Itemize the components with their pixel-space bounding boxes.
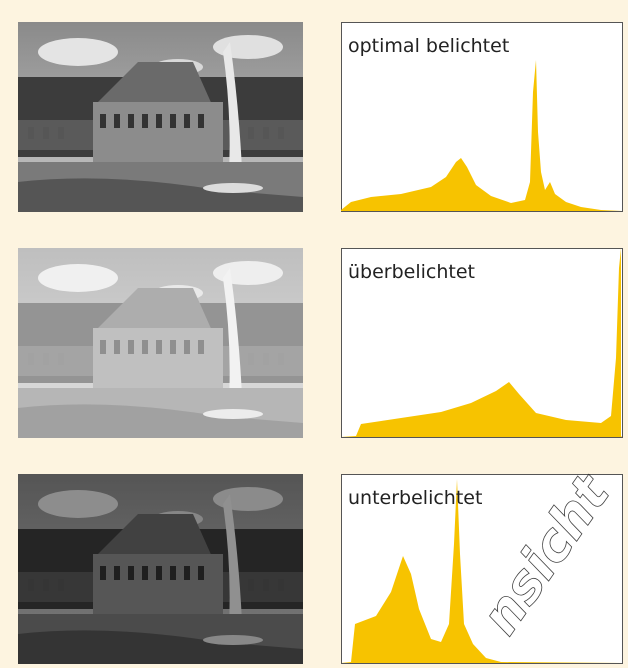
histogram-label: überbelichtet — [348, 261, 475, 283]
histogram-frame — [341, 22, 623, 212]
histogram: unterbelichtet — [341, 474, 623, 664]
photo — [18, 22, 303, 212]
histogram-area — [341, 248, 622, 437]
photo-image — [18, 22, 303, 212]
exposure-overlay — [18, 474, 303, 664]
histogram-label: optimal belichtet — [348, 35, 509, 57]
histogram-area — [341, 479, 622, 663]
panel: unterbelichtet — [18, 474, 623, 664]
photo — [18, 474, 303, 664]
photo — [18, 248, 303, 438]
histogram-label: unterbelichtet — [348, 487, 482, 509]
panels: optimal belichtet überbelichtet unterbelic… — [18, 22, 623, 664]
exposure-overlay — [18, 248, 303, 438]
histogram: überbelichtet — [341, 248, 623, 438]
histogram: optimal belichtet — [341, 22, 623, 212]
panel: optimal belichtet — [18, 22, 623, 212]
panel: überbelichtet — [18, 248, 623, 438]
